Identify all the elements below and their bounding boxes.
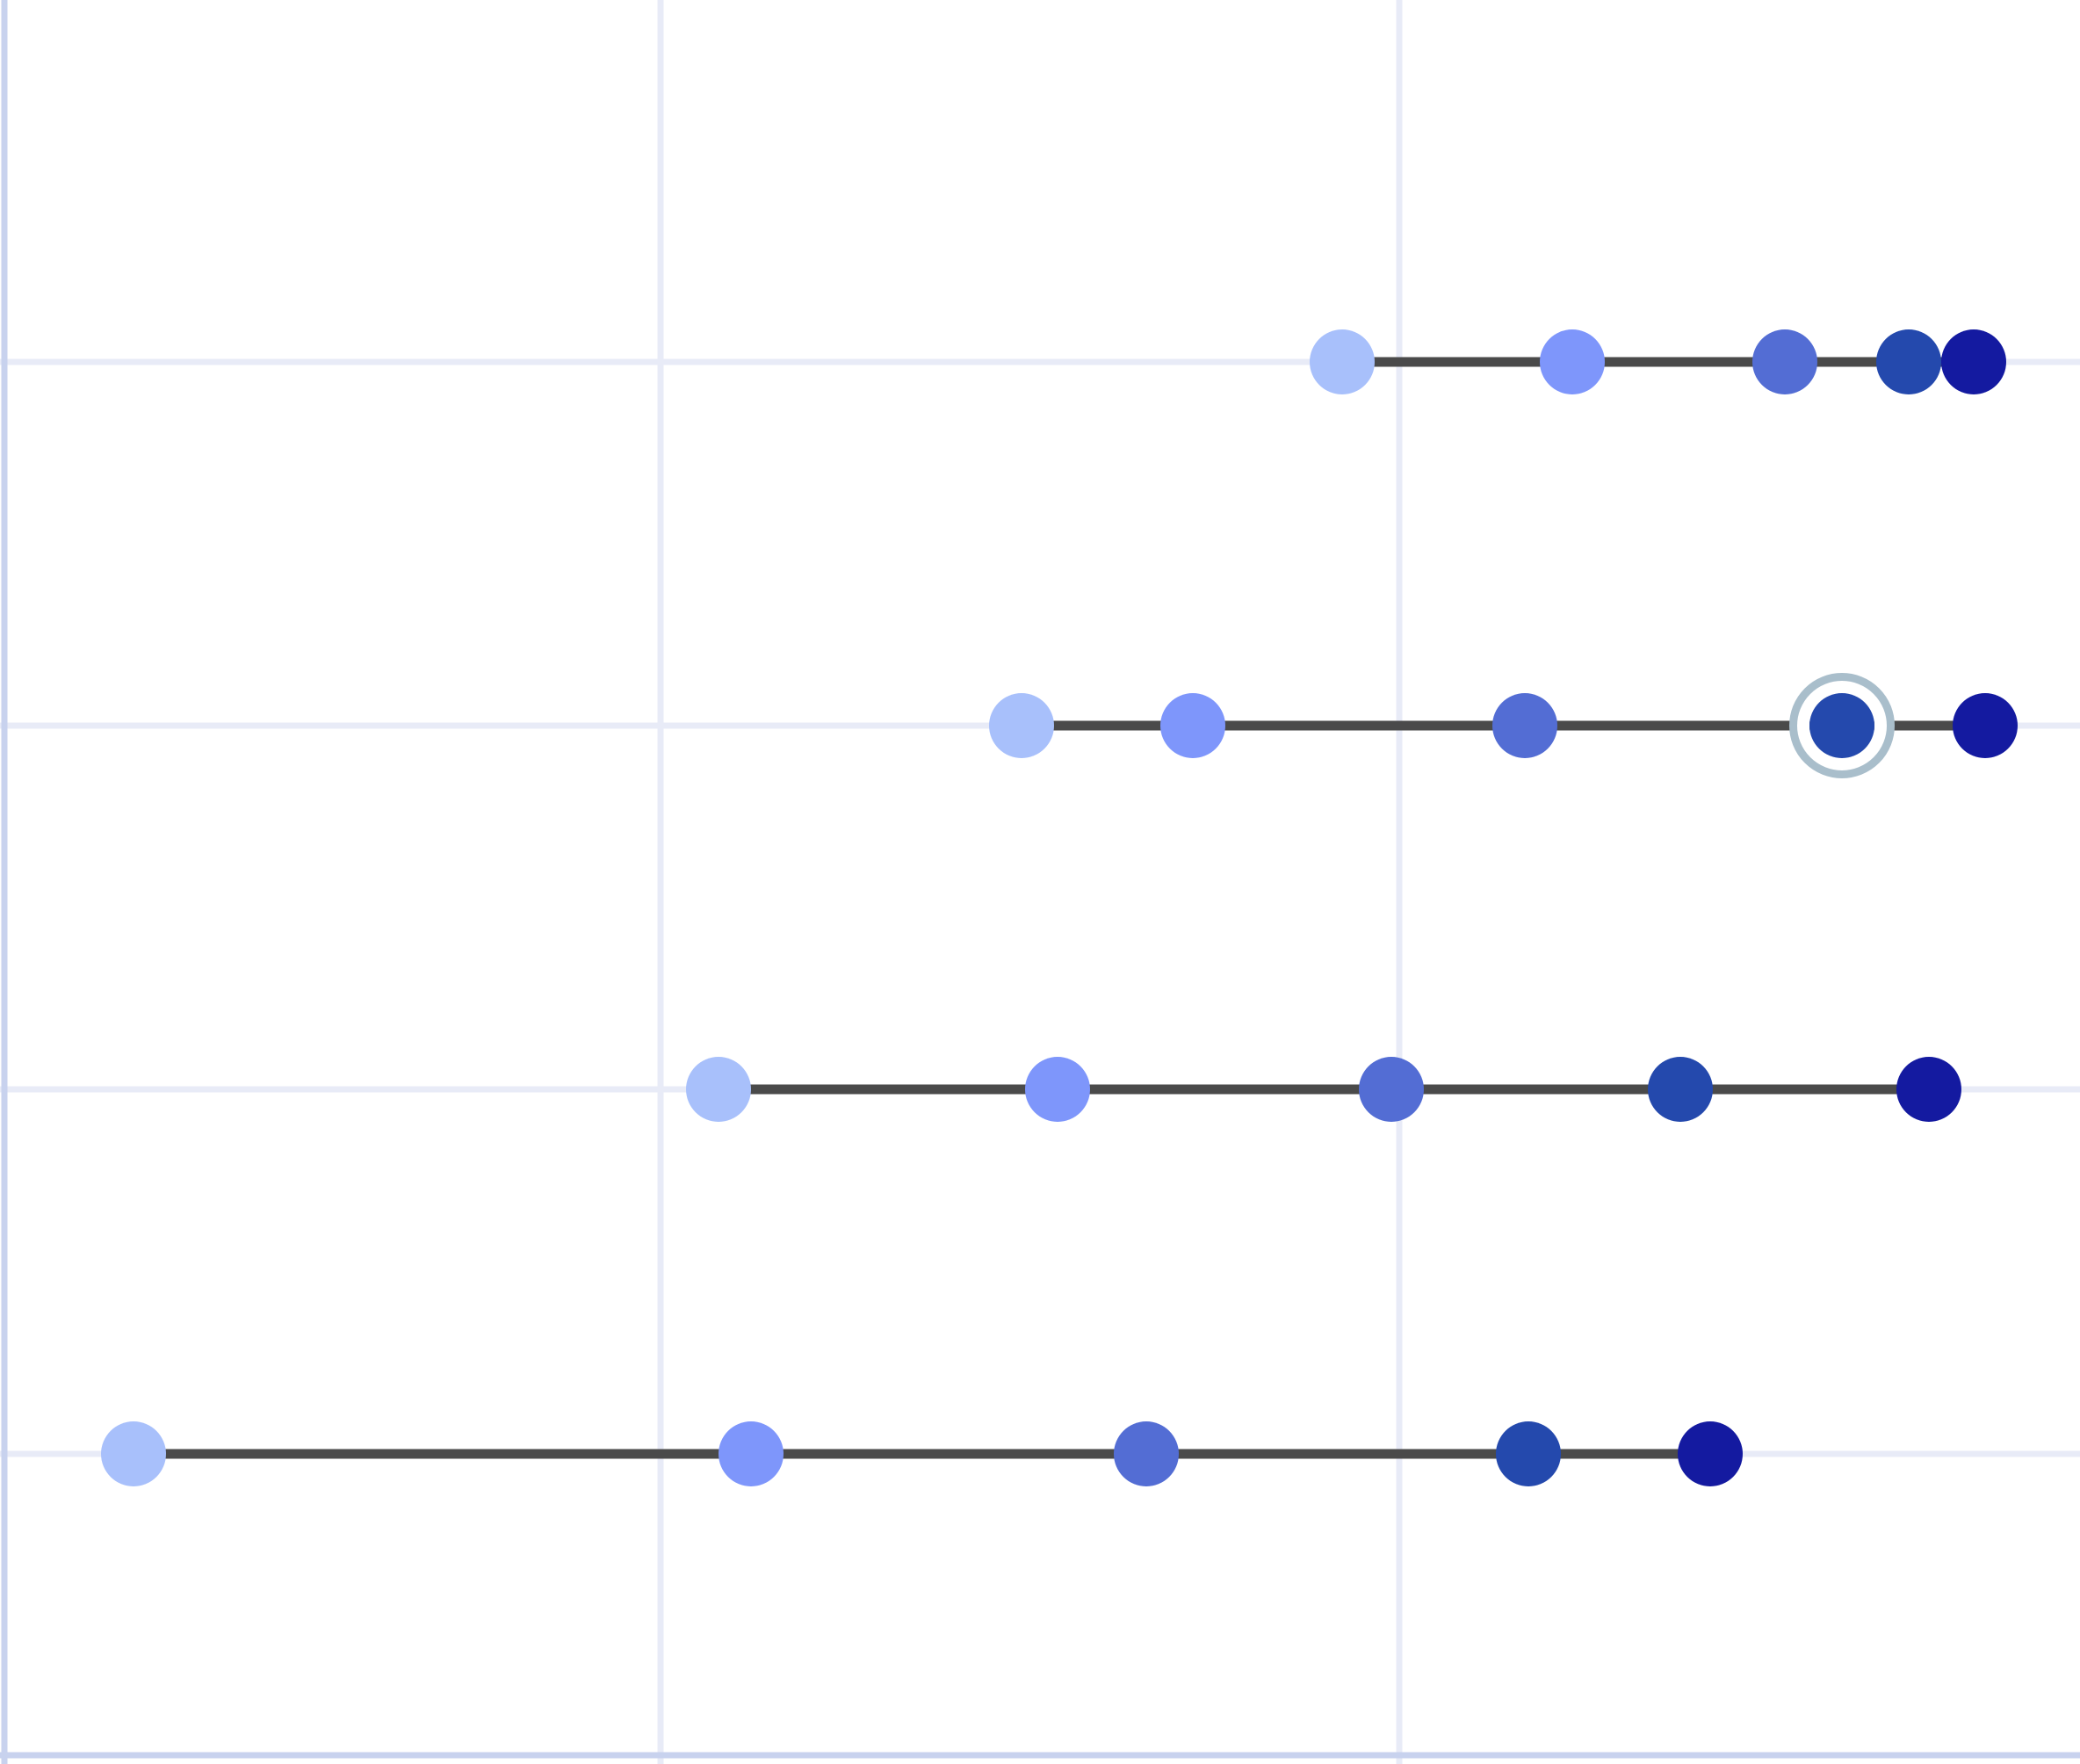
data-point[interactable] <box>1941 329 2006 394</box>
dumbbell-row[interactable] <box>686 1057 1961 1122</box>
data-point[interactable] <box>1160 693 1225 758</box>
data-point[interactable] <box>1678 1421 1743 1486</box>
data-point[interactable] <box>1114 1421 1179 1486</box>
selection-ring-gap <box>1797 681 1887 770</box>
data-point[interactable] <box>101 1421 166 1486</box>
data-point[interactable] <box>1953 693 2018 758</box>
selection-ring <box>1789 673 1895 778</box>
data-point[interactable] <box>719 1421 784 1486</box>
data-point[interactable] <box>1876 329 1941 394</box>
data-point[interactable] <box>686 1057 751 1122</box>
data-point[interactable] <box>1310 329 1375 394</box>
dumbbell-row[interactable] <box>101 1421 1743 1486</box>
data-point[interactable] <box>1752 329 1817 394</box>
data-point[interactable] <box>1648 1057 1713 1122</box>
data-point-selected[interactable] <box>1809 693 1874 758</box>
data-point[interactable] <box>1540 329 1605 394</box>
data-point[interactable] <box>1359 1057 1424 1122</box>
data-point[interactable] <box>1492 693 1557 758</box>
data-point[interactable] <box>989 693 1054 758</box>
data-point[interactable] <box>1025 1057 1090 1122</box>
dumbbell-row[interactable] <box>1310 329 2006 394</box>
series-layer <box>101 329 2018 1486</box>
data-point[interactable] <box>1496 1421 1561 1486</box>
dumbbell-row[interactable] <box>989 673 2018 778</box>
data-point[interactable] <box>1896 1057 1961 1122</box>
